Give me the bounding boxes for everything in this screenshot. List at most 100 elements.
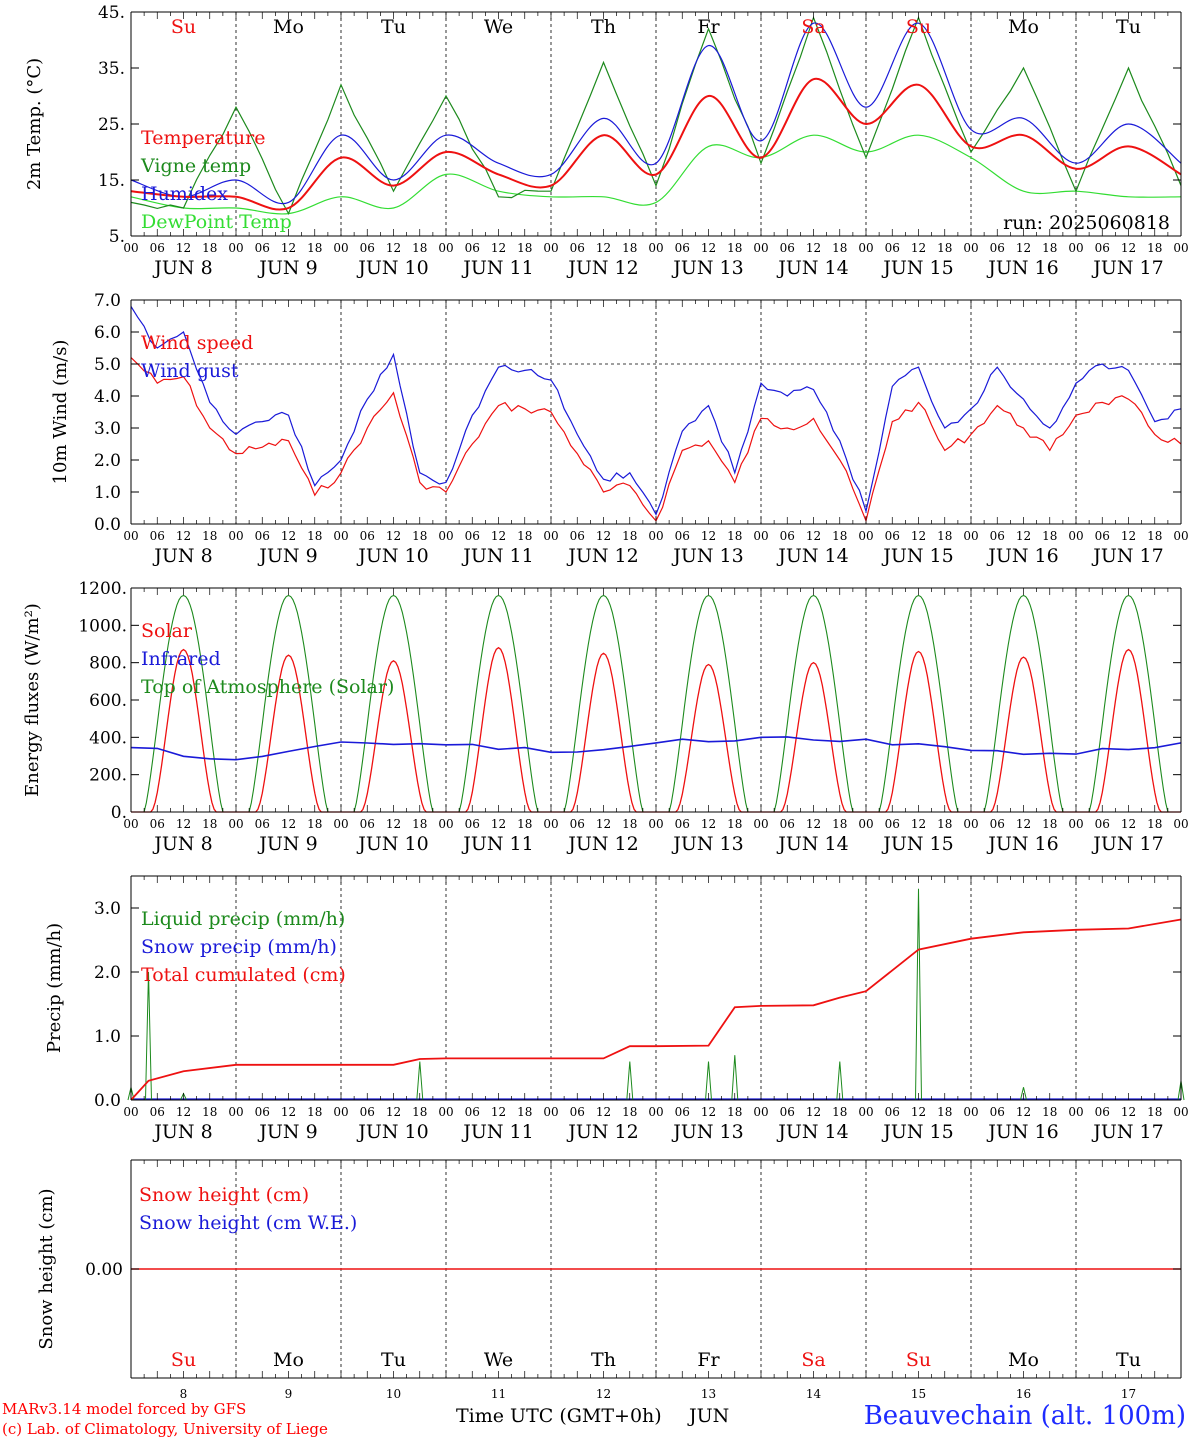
date-label: JUN 13 xyxy=(671,1121,743,1143)
hour-tick-label: 12 xyxy=(911,1105,926,1119)
hour-tick-label: 12 xyxy=(911,529,926,543)
y-tick-label: 6.0 xyxy=(94,323,121,343)
weekday-label: Mo xyxy=(1008,1349,1039,1371)
hour-tick-label: 00 xyxy=(648,817,663,831)
hour-tick-label: 12 xyxy=(806,1105,821,1119)
date-label: JUN 17 xyxy=(1091,257,1163,279)
hour-tick-label: 00 xyxy=(333,817,348,831)
text-layer: 00 06 12 18 JUN 8 00 06 12 18 JUN 9 00 06 12 18 JUN 10… xyxy=(22,3,1189,1401)
hour-tick-label: 18 xyxy=(622,817,637,831)
hour-tick-label: 18 xyxy=(307,817,322,831)
hour-tick-label: 06 xyxy=(780,241,795,255)
legend-entry: Solar xyxy=(141,620,193,642)
y-tick-label: 0.00 xyxy=(85,1260,123,1280)
hour-tick-label: 18 xyxy=(727,529,742,543)
hour-tick-label: 06 xyxy=(150,529,165,543)
date-label: JUN 8 xyxy=(152,833,212,855)
hour-tick-label: 00 xyxy=(1173,1105,1188,1119)
date-label: JUN 11 xyxy=(461,833,533,855)
hour-tick-label: 00 xyxy=(1173,817,1188,831)
series-infrared xyxy=(130,736,1182,761)
hour-tick-label: 12 xyxy=(386,241,401,255)
y-tick-label: 1000. xyxy=(78,616,127,636)
y-tick-label: 600. xyxy=(89,691,127,711)
hour-tick-label: 12 xyxy=(596,817,611,831)
date-label: JUN 15 xyxy=(881,257,953,279)
day-number-label: 12 xyxy=(596,1387,611,1401)
hour-tick-label: 18 xyxy=(727,1105,742,1119)
series-solar xyxy=(131,646,1181,813)
hour-tick-label: 00 xyxy=(1068,241,1083,255)
hour-tick-label: 06 xyxy=(570,241,585,255)
hour-tick-label: 12 xyxy=(176,1105,191,1119)
weekday-label: We xyxy=(484,16,513,38)
hour-tick-label: 18 xyxy=(202,1105,217,1119)
hour-tick-label: 00 xyxy=(963,241,978,255)
hour-tick-label: 18 xyxy=(1147,817,1162,831)
hour-tick-label: 18 xyxy=(517,529,532,543)
date-label: JUN 13 xyxy=(671,833,743,855)
weekday-label: Tu xyxy=(381,16,406,38)
date-label: JUN 14 xyxy=(776,833,848,855)
hour-tick-label: 06 xyxy=(150,1105,165,1119)
legend-entry: Snow height (cm) xyxy=(139,1184,309,1206)
hour-tick-label: 12 xyxy=(806,817,821,831)
hour-tick-label: 12 xyxy=(491,241,506,255)
y-tick-label: 1.0 xyxy=(94,1027,121,1047)
weekday-label: Tu xyxy=(1116,16,1141,38)
hour-tick-label: 18 xyxy=(832,1105,847,1119)
y-axis-title: Energy fluxes (W/m²) xyxy=(22,603,43,797)
hour-tick-label: 00 xyxy=(228,817,243,831)
hour-tick-label: 00 xyxy=(753,241,768,255)
hour-tick-label: 12 xyxy=(176,529,191,543)
hour-tick-label: 00 xyxy=(333,241,348,255)
hour-tick-label: 00 xyxy=(438,1105,453,1119)
hour-tick-label: 00 xyxy=(858,817,873,831)
hour-tick-label: 06 xyxy=(465,1105,480,1119)
hour-tick-label: 18 xyxy=(1042,529,1057,543)
lab-credit: (c) Lab. of Climatology, University of L… xyxy=(2,1420,328,1438)
weekday-label: Fr xyxy=(697,16,720,38)
hour-tick-label: 18 xyxy=(202,529,217,543)
hour-tick-label: 12 xyxy=(176,241,191,255)
hour-tick-label: 00 xyxy=(963,1105,978,1119)
day-number-label: 9 xyxy=(285,1387,293,1401)
hour-tick-label: 12 xyxy=(386,529,401,543)
hour-tick-label: 06 xyxy=(255,1105,270,1119)
date-label: JUN 16 xyxy=(986,545,1058,567)
hour-tick-label: 12 xyxy=(176,817,191,831)
hour-tick-label: 06 xyxy=(570,1105,585,1119)
hour-tick-label: 06 xyxy=(360,1105,375,1119)
legend-entry: DewPoint Temp xyxy=(141,211,292,233)
hour-tick-label: 12 xyxy=(911,241,926,255)
hour-tick-label: 18 xyxy=(937,817,952,831)
y-tick-label: 15. xyxy=(98,171,125,191)
hour-tick-label: 06 xyxy=(675,1105,690,1119)
hour-tick-label: 06 xyxy=(885,1105,900,1119)
hour-tick-label: 00 xyxy=(648,241,663,255)
hour-tick-label: 12 xyxy=(911,817,926,831)
series-wind-gust xyxy=(130,306,1182,516)
hour-tick-label: 18 xyxy=(202,817,217,831)
date-label: JUN 9 xyxy=(257,1121,317,1143)
hour-tick-label: 18 xyxy=(727,241,742,255)
hour-tick-label: 00 xyxy=(858,1105,873,1119)
y-tick-label: 1200. xyxy=(78,579,127,599)
date-label: JUN 16 xyxy=(986,257,1058,279)
weekday-label: Th xyxy=(591,1349,616,1371)
hour-tick-label: 06 xyxy=(1095,241,1110,255)
y-tick-label: 5.0 xyxy=(94,355,121,375)
hour-tick-label: 00 xyxy=(753,817,768,831)
hour-tick-label: 00 xyxy=(1173,241,1188,255)
hour-tick-label: 18 xyxy=(517,241,532,255)
hour-tick-label: 00 xyxy=(1068,529,1083,543)
hour-tick-label: 18 xyxy=(1042,1105,1057,1119)
date-label: JUN 13 xyxy=(671,257,743,279)
date-label: JUN 17 xyxy=(1091,833,1163,855)
hour-tick-label: 06 xyxy=(360,529,375,543)
day-number-label: 10 xyxy=(386,1387,401,1401)
hour-tick-label: 06 xyxy=(360,817,375,831)
legend-entry: Wind speed xyxy=(141,332,253,354)
legend-entry: Wind gust xyxy=(141,360,239,382)
